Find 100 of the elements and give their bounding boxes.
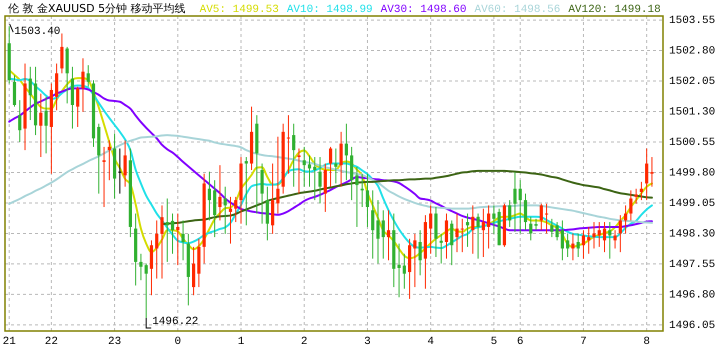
candlestick [286, 114, 290, 174]
candlestick [608, 222, 612, 260]
candlestick [155, 220, 158, 280]
candlestick [376, 200, 380, 264]
candlestick [139, 253, 143, 281]
candlestick [308, 154, 312, 188]
candlestick [166, 198, 169, 262]
x-tick-label: 7 [580, 336, 587, 347]
text: AV30: 1498.60 [380, 4, 466, 16]
candlestick [540, 203, 543, 231]
candlestick [566, 232, 570, 258]
y-tick-label: 1497.55 [669, 258, 716, 271]
chart-title: 伦 敦 金XAUUSD 5分钟 移动平均线 [8, 2, 186, 15]
candlestick [645, 148, 648, 201]
x-tick-label: 4 [427, 336, 434, 347]
candlestick [324, 163, 327, 212]
candlestick [418, 230, 422, 276]
candlestick [124, 140, 127, 188]
candlestick [544, 203, 548, 234]
annotation: 1503.40 [14, 26, 60, 38]
y-tick-label: 1496.80 [669, 289, 716, 302]
y-tick-label: 1496.05 [669, 320, 716, 332]
candlestick [529, 216, 532, 241]
text: AV120: 1499.18 [568, 4, 661, 16]
candlestick [560, 220, 564, 261]
candlestick [81, 58, 85, 112]
x-tick-label: 23 [108, 336, 122, 347]
candlestick [518, 180, 522, 234]
y-tick-label: 1503.55 [669, 14, 716, 27]
y-tick-label: 1502.05 [669, 76, 716, 88]
x-tick-label: 3 [364, 336, 371, 347]
candlestick [76, 86, 80, 128]
candlestick [55, 63, 58, 111]
candlestick [450, 220, 454, 266]
candlestick [582, 230, 586, 260]
candlestick [292, 123, 296, 188]
candlestick [556, 222, 559, 241]
candlestick [181, 220, 185, 261]
candlestick [170, 213, 174, 254]
candlestick [118, 148, 122, 194]
candlestick [587, 226, 590, 254]
candlestick [224, 186, 227, 234]
candlestick [276, 136, 280, 214]
candlestick [429, 204, 432, 254]
candlestick [440, 233, 443, 264]
candlestick [12, 74, 16, 108]
candlestick [460, 218, 464, 253]
candlestick [18, 100, 22, 142]
x-tick-label: 22 [44, 336, 58, 347]
x-tick-label: 6 [516, 336, 524, 347]
candlestick [629, 190, 632, 221]
candlestick [192, 246, 196, 296]
candlestick [444, 213, 448, 260]
x-tick-label: 5 [490, 336, 498, 347]
candlestick [160, 204, 164, 280]
candlestick [492, 204, 496, 234]
text: AV5: 1499.53 [200, 4, 279, 16]
candlestick [334, 148, 338, 184]
y-tick-label: 1502.80 [669, 45, 716, 58]
candlestick [634, 188, 638, 204]
x-tick-label: 1 [238, 336, 245, 347]
candlestick [482, 208, 485, 258]
candlestick [386, 210, 390, 261]
candlestick [39, 93, 42, 158]
candlestick [228, 196, 232, 244]
candlestick [471, 204, 474, 254]
text: AV60: 1498.56 [474, 4, 560, 16]
candlestick [86, 64, 90, 88]
candlestick [150, 240, 154, 296]
candlestick [366, 173, 370, 228]
candlestick [476, 213, 480, 260]
candlestick [176, 213, 180, 266]
candlestick [244, 156, 248, 226]
candlestick [550, 218, 554, 238]
candlestick [266, 186, 269, 241]
x-tick-label: 8 [643, 336, 650, 347]
candlestick [318, 156, 322, 204]
candlestick [513, 172, 517, 232]
x-tick-label: 2 [300, 336, 308, 347]
y-tick-label: 1501.30 [669, 106, 716, 118]
candlestick [28, 66, 32, 121]
candlestick [508, 200, 512, 228]
candlestick [487, 204, 490, 249]
candlestick [413, 233, 416, 288]
candlestick [466, 213, 470, 248]
annotation: 1496.22 [152, 316, 198, 328]
candlestick [618, 214, 622, 253]
candlestick [344, 123, 348, 181]
x-tick-label: 0 [174, 336, 182, 347]
candlestick [397, 243, 401, 298]
candlestick [208, 171, 212, 221]
candlestick [108, 140, 111, 181]
candlestick [402, 253, 406, 290]
candlestick [360, 173, 364, 208]
candlestick [571, 232, 575, 261]
candlestick [144, 263, 148, 318]
y-tick-label: 1499.80 [669, 167, 716, 180]
candlestick [234, 196, 238, 223]
candlestick [624, 204, 628, 234]
y-tick-label: 1499.05 [669, 198, 716, 210]
